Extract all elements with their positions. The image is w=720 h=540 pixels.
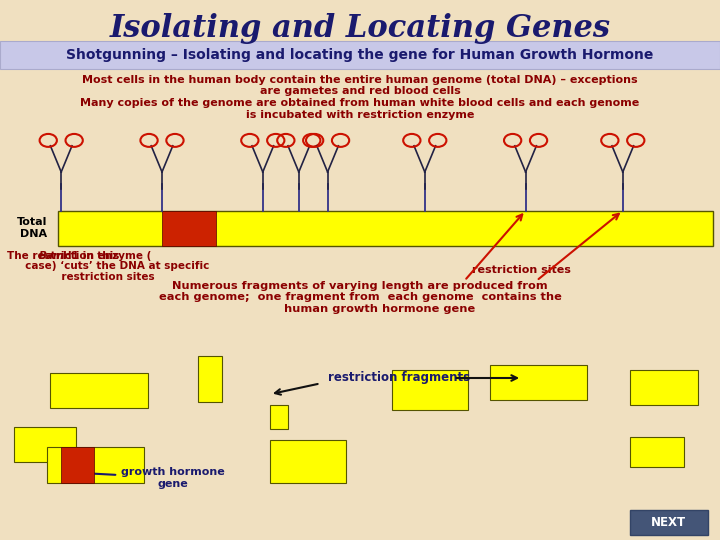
Bar [58, 211, 713, 246]
Bar [392, 370, 468, 410]
Bar [50, 373, 148, 408]
Bar [270, 440, 346, 483]
Text: restriction sites: restriction sites [7, 272, 155, 282]
Text: Most cells in the human body contain the entire human genome (total DNA) – excep: Most cells in the human body contain the… [82, 75, 638, 85]
Bar [270, 405, 288, 429]
Text: Numerous fragments of varying length are produced from
each genome;  one fragmen: Numerous fragments of varying length are… [158, 281, 562, 314]
Text: The restriction enzyme (: The restriction enzyme ( [7, 251, 152, 261]
Text: restriction sites: restriction sites [472, 265, 570, 275]
Bar [630, 510, 708, 535]
Text: Shotgunning – Isolating and locating the gene for Human Growth Hormone: Shotgunning – Isolating and locating the… [66, 48, 654, 62]
Text: is incubated with restriction enzyme: is incubated with restriction enzyme [246, 110, 474, 120]
Text: NEXT: NEXT [652, 516, 686, 529]
Text: restriction fragments: restriction fragments [328, 372, 469, 384]
Bar [490, 364, 587, 400]
Bar [14, 427, 76, 462]
Bar [630, 370, 698, 405]
Text: case) ‘cuts’ the DNA at specific: case) ‘cuts’ the DNA at specific [7, 261, 210, 272]
Bar [61, 447, 94, 483]
Text: are gametes and red blood cells: are gametes and red blood cells [260, 86, 460, 97]
Text: Many copies of the genome are obtained from human white blood cells and each gen: Many copies of the genome are obtained f… [81, 98, 639, 109]
Text: Total
DNA: Total DNA [17, 217, 47, 239]
Text: H1 in this: H1 in this [63, 251, 120, 261]
Bar [198, 356, 222, 402]
Bar [162, 211, 216, 246]
Text: Bam: Bam [39, 251, 65, 261]
Text: growth hormone
gene: growth hormone gene [77, 467, 225, 489]
Bar [47, 447, 144, 483]
Bar [630, 437, 684, 467]
Text: Isolating and Locating Genes: Isolating and Locating Genes [109, 14, 611, 44]
Bar [0, 41, 720, 69]
